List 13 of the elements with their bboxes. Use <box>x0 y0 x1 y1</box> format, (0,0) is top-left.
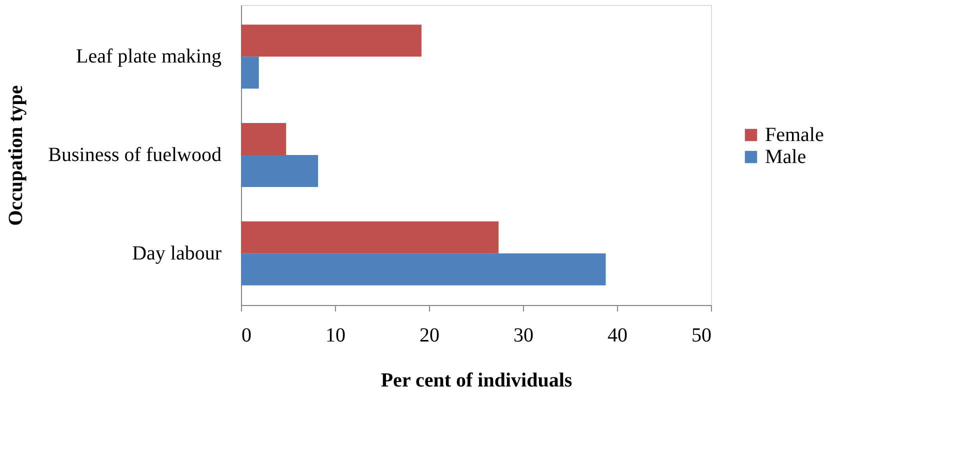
x-tick-label: 10 <box>326 324 346 346</box>
y-tick-label: Leaf plate making <box>76 46 222 68</box>
x-tick-label: 50 <box>692 324 712 346</box>
y-tick-label: Business of fuelwood <box>48 144 222 166</box>
y-tick-label: Day labour <box>132 242 222 264</box>
x-tick-label: 40 <box>608 324 628 346</box>
x-tick-label: 30 <box>514 324 534 346</box>
legend-label: Male <box>765 146 806 168</box>
x-axis-title: Per cent of individuals <box>380 370 572 392</box>
x-tick-label: 0 <box>242 324 252 346</box>
legend-label: Female <box>765 124 824 146</box>
x-tick-label: 20 <box>420 324 440 346</box>
y-axis-title: Occupation type <box>5 85 28 226</box>
